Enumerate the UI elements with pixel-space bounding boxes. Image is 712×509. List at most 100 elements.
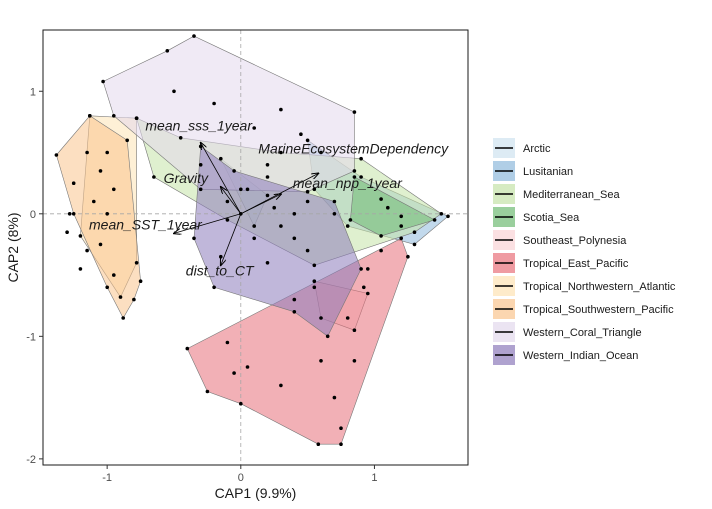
point-tropical-northwestern-atlantic bbox=[134, 261, 139, 265]
point-southeast-polynesia bbox=[312, 279, 317, 284]
x-tick-label: 0 bbox=[238, 472, 244, 484]
point-tropical-northwestern-atlantic bbox=[112, 187, 116, 192]
point-lusitanian bbox=[305, 138, 310, 143]
point-western-coral-triangle bbox=[252, 126, 256, 130]
legend-label: Scotia_Sea bbox=[523, 212, 580, 224]
point-western-coral-triangle bbox=[305, 189, 310, 194]
point-tropical-southwestern-pacific bbox=[71, 212, 76, 216]
legend-label: Southeast_Polynesia bbox=[523, 235, 627, 247]
point-western-indian-ocean bbox=[292, 212, 297, 216]
point-western-coral-triangle bbox=[352, 110, 357, 114]
point-tropical-northwestern-atlantic bbox=[78, 234, 83, 238]
point-mediterranean-sea bbox=[412, 230, 417, 234]
point-tropical-east-pacific bbox=[345, 316, 350, 320]
point-lusitanian bbox=[359, 175, 363, 179]
hull-layer bbox=[56, 35, 449, 445]
point-mediterranean-sea bbox=[332, 212, 337, 216]
point-tropical-southwestern-pacific bbox=[98, 242, 103, 247]
point-western-indian-ocean bbox=[359, 267, 363, 271]
point-lusitanian bbox=[345, 224, 350, 228]
arrow-label-gravity: Gravity bbox=[164, 170, 209, 186]
point-scotia-sea bbox=[399, 214, 404, 219]
arrow-dist-to-ct bbox=[221, 213, 242, 265]
point-western-coral-triangle bbox=[299, 132, 303, 136]
x-tick-label: 1 bbox=[371, 472, 377, 484]
point-mediterranean-sea bbox=[198, 163, 203, 167]
legend: Arctic Lusitanian Mediterranean_Sea Scotia_… bbox=[493, 138, 676, 365]
arrow-label-mean-sss-1year: mean_sss_1year bbox=[145, 118, 253, 134]
point-western-indian-ocean bbox=[212, 285, 216, 290]
point-tropical-southwestern-pacific bbox=[98, 169, 103, 173]
point-tropical-east-pacific bbox=[352, 359, 357, 363]
point-western-coral-triangle bbox=[112, 114, 116, 118]
point-scotia-sea bbox=[348, 218, 353, 222]
legend-label: Tropical_Northwestern_Atlantic bbox=[523, 281, 676, 293]
point-western-coral-triangle bbox=[198, 187, 203, 192]
arrow-layer: mean_sss_1year MarineEcosystemDependency G… bbox=[89, 118, 449, 279]
point-western-indian-ocean bbox=[245, 187, 250, 192]
point-western-indian-ocean bbox=[305, 248, 310, 253]
point-western-coral-triangle bbox=[352, 169, 357, 173]
point-tropical-southwestern-pacific bbox=[138, 279, 143, 284]
plot-panel: mean_sss_1year MarineEcosystemDependency G… bbox=[43, 30, 468, 465]
point-western-coral-triangle bbox=[192, 34, 196, 38]
x-axis-ticks: -1 0 1 bbox=[102, 465, 378, 484]
x-tick-label: -1 bbox=[102, 472, 112, 484]
point-western-coral-triangle bbox=[101, 79, 105, 84]
legend-label: Lusitanian bbox=[523, 166, 573, 178]
point-lusitanian bbox=[446, 214, 450, 219]
point-western-indian-ocean bbox=[265, 261, 270, 265]
legend-label: Western_Indian_Ocean bbox=[523, 350, 638, 362]
point-western-indian-ocean bbox=[292, 310, 297, 314]
legend-item-tropical-southwestern-pacific: Tropical_Southwestern_Pacific bbox=[493, 299, 674, 319]
arrow-mean-sst-1year bbox=[174, 213, 241, 234]
point-western-indian-ocean bbox=[279, 224, 283, 228]
legend-item-mediterranean-sea: Mediterranean_Sea bbox=[493, 184, 621, 204]
point-tropical-east-pacific bbox=[316, 442, 321, 447]
arrow-mean-npp-1year bbox=[240, 194, 281, 215]
point-tropical-southwestern-pacific bbox=[67, 212, 72, 216]
legend-label: Tropical_East_Pacific bbox=[523, 258, 629, 270]
point-tropical-east-pacific bbox=[406, 254, 410, 259]
point-tropical-southwestern-pacific bbox=[105, 150, 109, 155]
point-mediterranean-sea bbox=[178, 136, 183, 140]
legend-label: Tropical_Southwestern_Pacific bbox=[523, 304, 674, 316]
legend-item-tropical-east-pacific: Tropical_East_Pacific bbox=[493, 253, 629, 273]
point-tropical-east-pacific bbox=[332, 395, 337, 400]
point-mediterranean-sea bbox=[152, 175, 156, 179]
point-western-indian-ocean bbox=[192, 236, 196, 241]
point-mediterranean-sea bbox=[239, 187, 243, 192]
legend-item-southeast-polynesia: Southeast_Polynesia bbox=[493, 230, 627, 250]
point-tropical-southwestern-pacific bbox=[78, 267, 83, 271]
point-arctic bbox=[265, 193, 270, 198]
point-tropical-east-pacific bbox=[319, 359, 323, 363]
point-western-coral-triangle bbox=[265, 163, 270, 167]
point-tropical-southwestern-pacific bbox=[54, 153, 59, 157]
point-western-indian-ocean bbox=[312, 285, 317, 290]
point-mediterranean-sea bbox=[305, 199, 310, 204]
legend-item-western-coral-triangle: Western_Coral_Triangle bbox=[493, 322, 642, 342]
point-tropical-east-pacific bbox=[379, 248, 383, 253]
point-layer bbox=[54, 34, 450, 447]
x-axis-title: CAP1 (9.9%) bbox=[215, 485, 297, 501]
point-mediterranean-sea bbox=[312, 263, 317, 268]
point-tropical-east-pacific bbox=[362, 285, 366, 290]
point-mediterranean-sea bbox=[292, 236, 297, 241]
point-mediterranean-sea bbox=[439, 212, 444, 216]
point-southeast-polynesia bbox=[319, 316, 323, 320]
point-western-indian-ocean bbox=[325, 334, 330, 339]
arrow-gravity bbox=[221, 187, 242, 215]
hull-tropical-east-pacific bbox=[186, 237, 409, 445]
point-tropical-east-pacific bbox=[232, 371, 236, 375]
point-arctic bbox=[252, 224, 256, 228]
point-tropical-southwestern-pacific bbox=[112, 273, 116, 277]
arrow-mean-sss-1year bbox=[201, 143, 242, 214]
point-tropical-east-pacific bbox=[205, 389, 210, 394]
plot-panel-border bbox=[42, 29, 469, 466]
y-axis-ticks: -2 -1 0 1 bbox=[26, 86, 43, 466]
point-scotia-sea bbox=[379, 197, 383, 201]
point-tropical-southwestern-pacific bbox=[88, 114, 92, 118]
point-tropical-southwestern-pacific bbox=[92, 199, 96, 204]
point-western-indian-ocean bbox=[332, 199, 337, 204]
point-tropical-southwestern-pacific bbox=[121, 316, 125, 320]
